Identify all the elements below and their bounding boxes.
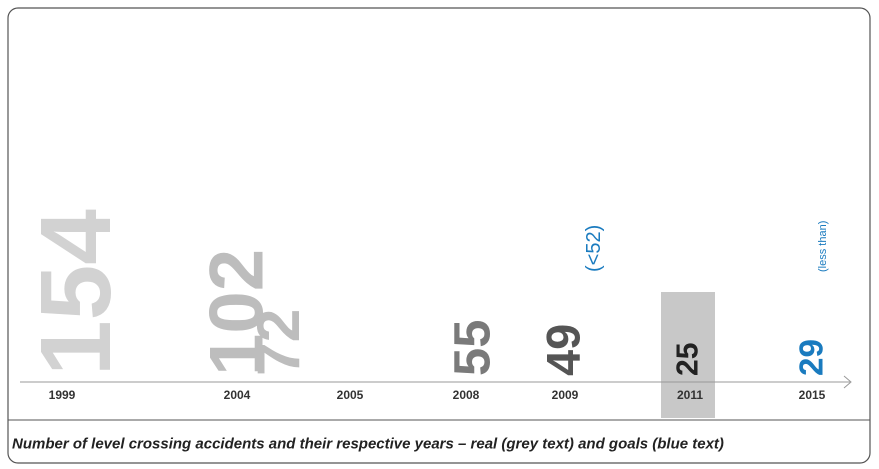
accident-number: 102 [195,249,280,376]
year-label: 2011 [677,388,703,402]
caption: Number of level crossing accidents and t… [12,436,724,453]
highlight-box [661,292,715,418]
year-label: 2004 [224,388,251,402]
accident-number: 25 [672,343,705,376]
year-label: 2015 [799,388,826,402]
goal-annotation: (<52) [583,225,605,272]
year-label: 1999 [49,388,76,402]
frame [7,7,871,464]
accident-number: 72 [244,309,312,376]
goal-annotation: (less than) [817,221,829,272]
accident-number: 154 [20,209,132,376]
accident-number: 29 [794,339,831,376]
axis-arrow [843,375,852,389]
accident-number: 49 [537,324,590,376]
year-label: 2008 [453,388,480,402]
year-label: 2009 [552,388,579,402]
year-label: 2005 [337,388,364,402]
accident-number: 55 [444,320,501,376]
